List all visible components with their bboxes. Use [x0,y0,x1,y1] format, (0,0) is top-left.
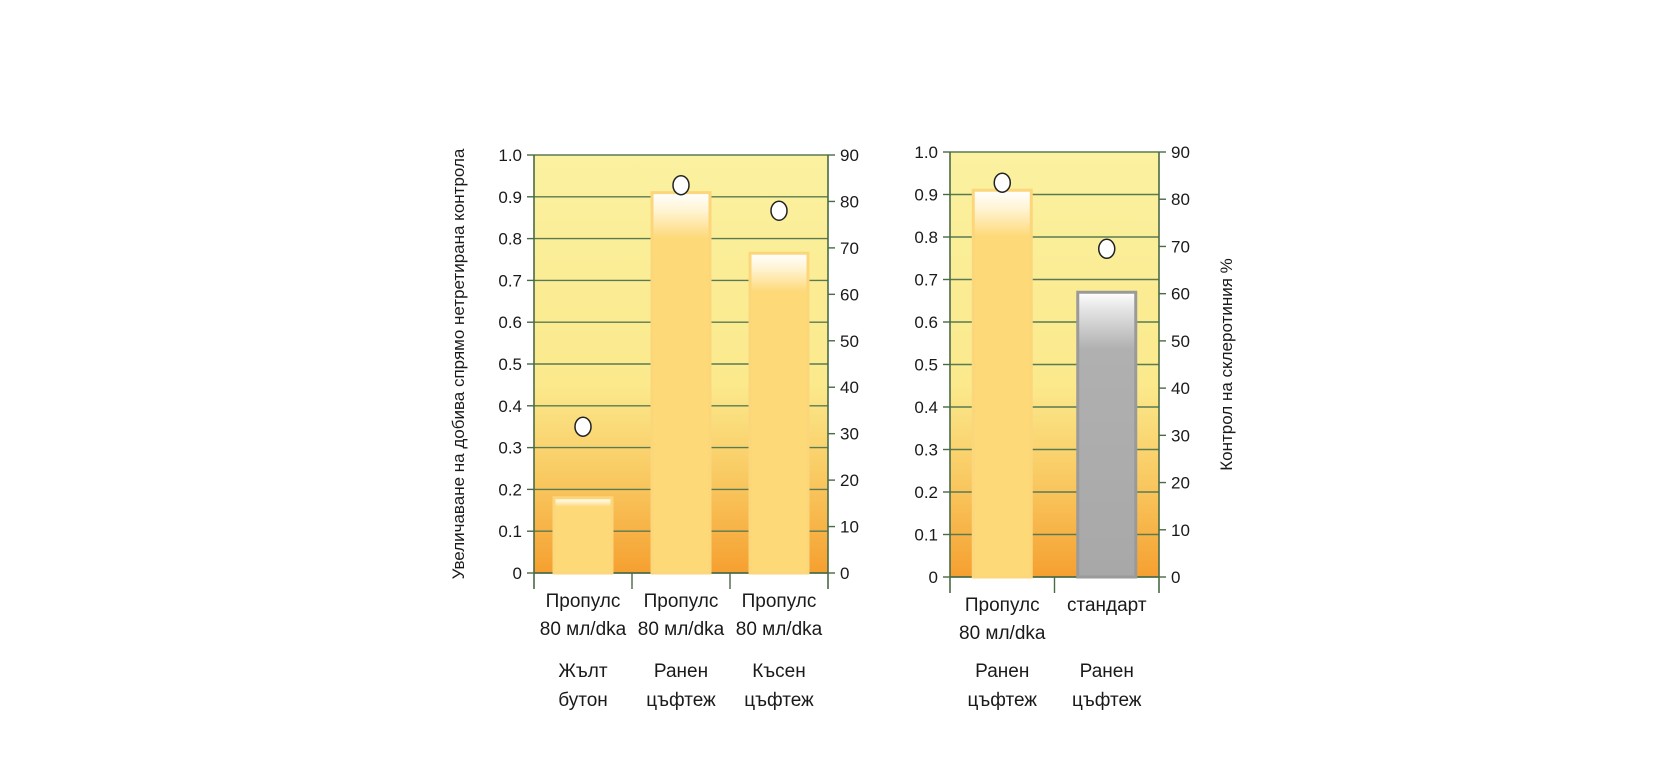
left-tick-label: 1.0 [498,146,522,165]
right-tick-label: 0 [840,564,849,583]
stage-label: Ранен [1080,661,1134,682]
stage-label: цъфтеж [967,690,1037,711]
right-tick-label: 60 [1171,285,1190,304]
bar [1076,290,1138,579]
left-tick-label: 0.3 [914,441,938,460]
category-label: Пропулс [742,591,817,612]
chart-yield-increase: 0 0.1 0.2 0.3 0.4 0.5 0.6 0.7 0.8 0.9 1.0 0 10 20 30 40… [449,146,859,711]
stage-label: цъфтеж [1072,690,1142,711]
left-tick-label: 0.9 [914,186,938,205]
right-tick-label: 20 [840,471,859,490]
category-label: 80 мл/dka [540,619,627,640]
stage-label: Ранен [975,661,1029,682]
right-tick-label: 70 [1171,237,1190,256]
left-tick-label: 0.4 [914,398,938,417]
left-tick-label: 0.1 [914,526,938,545]
right-tick-label: 60 [840,285,859,304]
stage-label: цъфтеж [646,690,716,711]
stage-label: Късен [752,661,806,682]
right-tick-label: 90 [840,146,859,165]
right-tick-label: 70 [840,239,859,258]
category-label: Пропулс [965,595,1040,616]
right-tick-label: 20 [1171,474,1190,493]
data-point [770,200,788,221]
left-tick-label: 0.7 [914,271,938,290]
left-tick-label: 0.2 [498,480,522,499]
stage-label: Жълт [558,661,608,682]
left-tick-label: 0.6 [914,313,938,332]
left-tick-label: 0.4 [498,397,522,416]
left-tick-label: 0.9 [498,188,522,207]
bar [748,251,810,575]
right-tick-label: 50 [840,332,859,351]
bar [552,496,614,575]
left-tick-label: 0.1 [498,522,522,541]
right-tick-label: 50 [1171,332,1190,351]
left-tick-label: 0.7 [498,271,522,290]
left-tick-label: 0.6 [498,313,522,332]
stage-label: цъфтеж [744,690,814,711]
category-label: стандарт [1067,595,1147,616]
right-tick-label: 0 [1171,568,1180,587]
right-tick-label: 30 [1171,426,1190,445]
left-tick-label: 0.2 [914,483,938,502]
left-tick-label: 1.0 [914,143,938,162]
left-tick-label: 0 [929,568,938,587]
category-label: 80 мл/dka [638,619,725,640]
data-point [574,416,592,437]
right-tick-label: 10 [1171,521,1190,540]
category-label: 80 мл/dka [736,619,823,640]
stage-label: Ранен [654,661,708,682]
left-tick-label: 0.3 [498,439,522,458]
category-label: 80 мл/dka [959,623,1046,644]
category-label: Пропулс [644,591,719,612]
right-tick-label: 90 [1171,143,1190,162]
left-tick-label: 0.8 [498,230,522,249]
category-label: Пропулс [546,591,621,612]
y2-axis-title: Контрол на склеротиния % [1217,258,1236,471]
data-point [993,172,1011,193]
right-tick-label: 40 [1171,379,1190,398]
right-tick-label: 30 [840,425,859,444]
left-tick-label: 0.8 [914,228,938,247]
chart-sclerotinia-control: 0 0.1 0.2 0.3 0.4 0.5 0.6 0.7 0.8 0.9 1.0 0 10 20 30 40… [914,143,1236,711]
bar [971,188,1033,579]
left-tick-label: 0.5 [914,356,938,375]
data-point [672,174,690,196]
left-tick-label: 0.5 [498,355,522,374]
right-tick-label: 40 [840,378,859,397]
bar [650,191,712,575]
right-tick-label: 80 [840,192,859,211]
right-tick-label: 80 [1171,190,1190,209]
data-point [1098,238,1116,260]
right-tick-label: 10 [840,518,859,537]
left-tick-label: 0 [513,564,522,583]
stage-label: бутон [558,690,608,711]
y-axis-title: Увеличаване на добива спрямо нетретирана… [449,148,468,579]
